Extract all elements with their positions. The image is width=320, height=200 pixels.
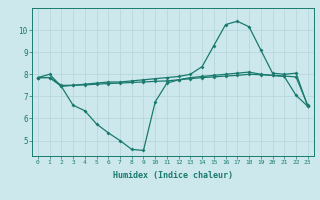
X-axis label: Humidex (Indice chaleur): Humidex (Indice chaleur) xyxy=(113,171,233,180)
